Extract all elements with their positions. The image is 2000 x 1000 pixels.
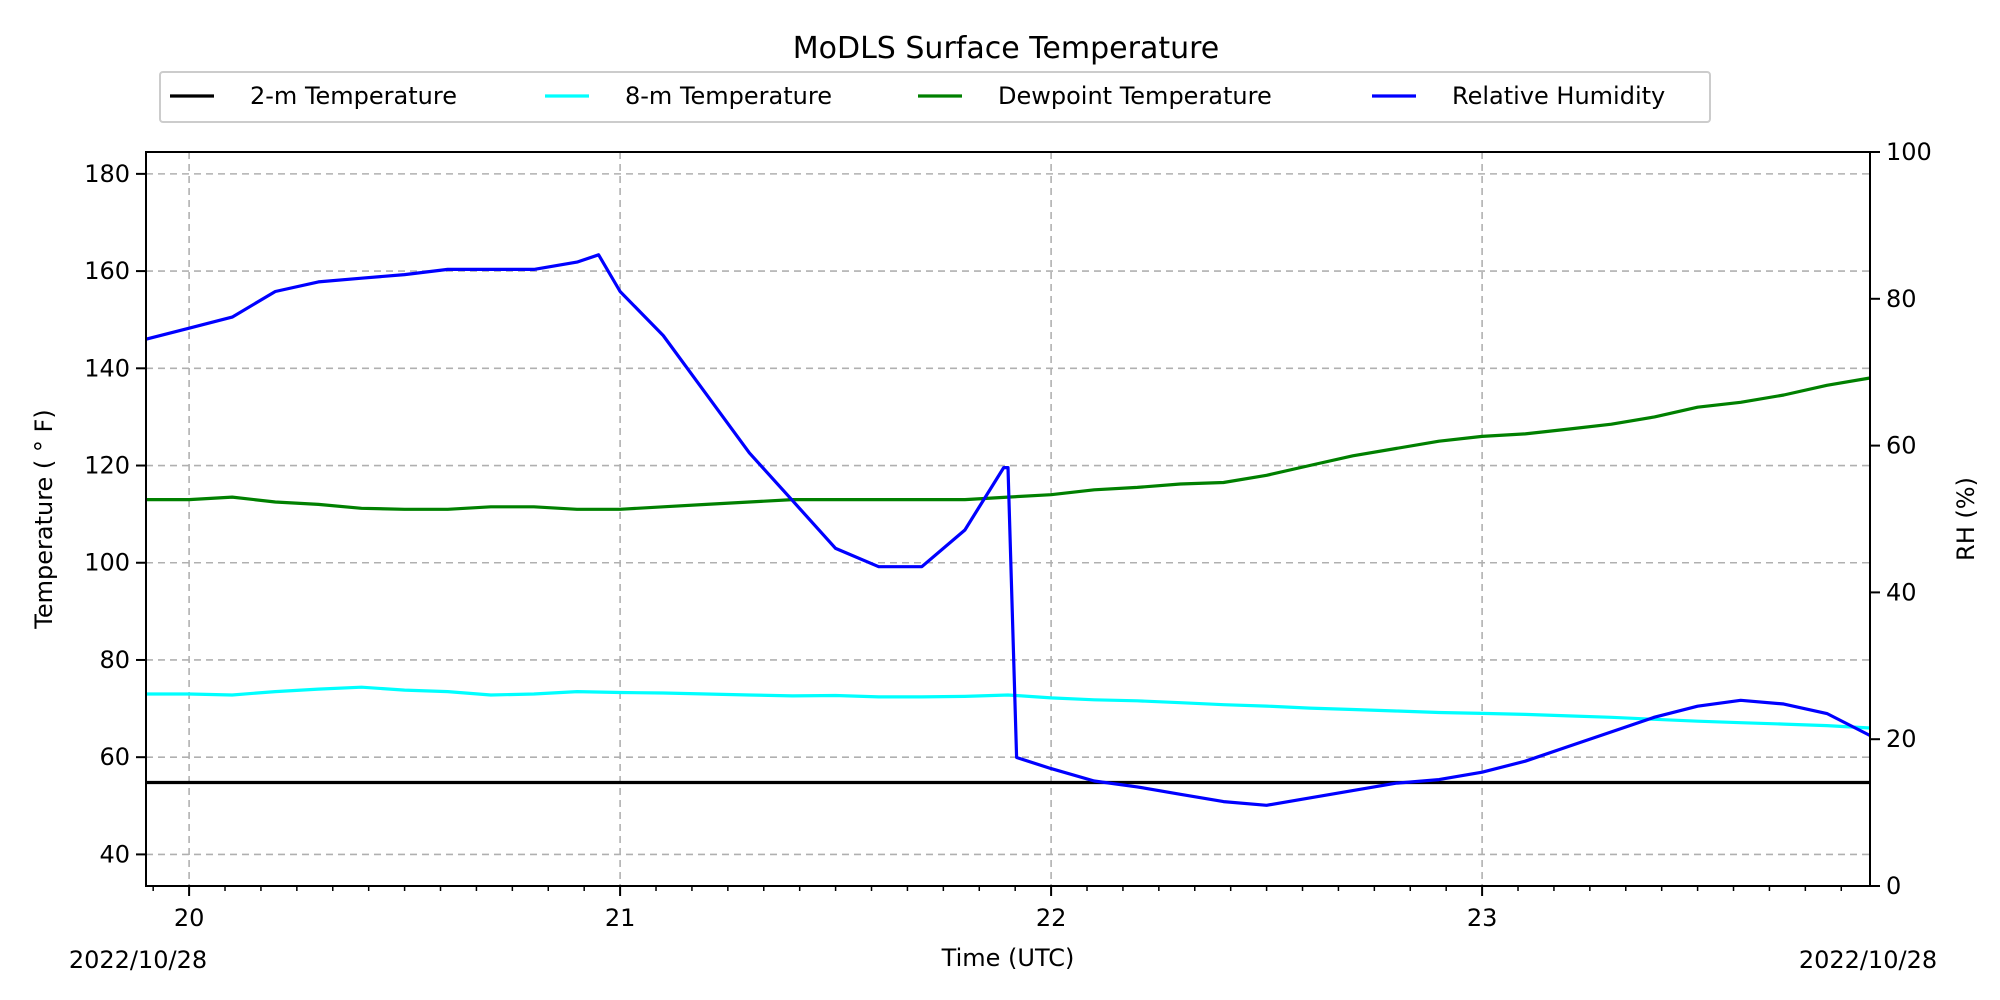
x-tick-label: 23: [1467, 904, 1498, 932]
legend: 2-m Temperature 8-m Temperature Dewpoint T…: [159, 71, 1711, 123]
y-tick-label: 180: [84, 160, 130, 188]
date-label-right: 2022/10/28: [1799, 946, 1937, 974]
y2-tick-label: 60: [1886, 432, 1917, 460]
y2-tick-label: 20: [1886, 725, 1917, 753]
x-tick-label: 22: [1036, 904, 1067, 932]
y2-tick-label: 40: [1886, 578, 1917, 606]
date-label-left: 2022/10/28: [69, 946, 207, 974]
y-tick-label: 140: [84, 354, 130, 382]
y-axis-left: 40 60 80 100 120 140 160 180: [84, 160, 146, 868]
x-tick-label: 20: [174, 904, 205, 932]
grid: [146, 152, 1870, 886]
y-tick-label: 60: [99, 743, 130, 771]
y2-tick-label: 100: [1886, 138, 1932, 166]
x-tick-label: 21: [605, 904, 636, 932]
y-tick-label: 40: [99, 840, 130, 868]
y-tick-label: 100: [84, 549, 130, 577]
y-tick-label: 80: [99, 646, 130, 674]
legend-label-relative-humidity: Relative Humidity: [1452, 82, 1665, 110]
y2-tick-label: 0: [1886, 872, 1901, 900]
y-tick-label: 120: [84, 452, 130, 480]
x-axis: 20 21 22 23: [152, 886, 1843, 932]
y-axis-title: Temperature ( ° F): [30, 409, 58, 629]
x-axis-title: Time (UTC): [941, 944, 1075, 972]
plot-frame: [145, 151, 1871, 887]
series-line-relative-humidity: [145, 253, 1871, 807]
y2-axis-title: RH (%): [1952, 477, 1980, 561]
y2-tick-label: 80: [1886, 285, 1917, 313]
series-lines: [145, 253, 1871, 807]
legend-label-2-m-temperature: 2-m Temperature: [250, 82, 457, 110]
y-tick-label: 160: [84, 257, 130, 285]
legend-label-dewpoint-temperature: Dewpoint Temperature: [998, 82, 1272, 110]
y-axis-right: 0 20 40 60 80 100: [1870, 138, 1932, 900]
legend-label-8-m-temperature: 8-m Temperature: [625, 82, 832, 110]
series-line-8-m-temperature: [146, 685, 1871, 730]
chart-title: MoDLS Surface Temperature: [793, 31, 1220, 66]
